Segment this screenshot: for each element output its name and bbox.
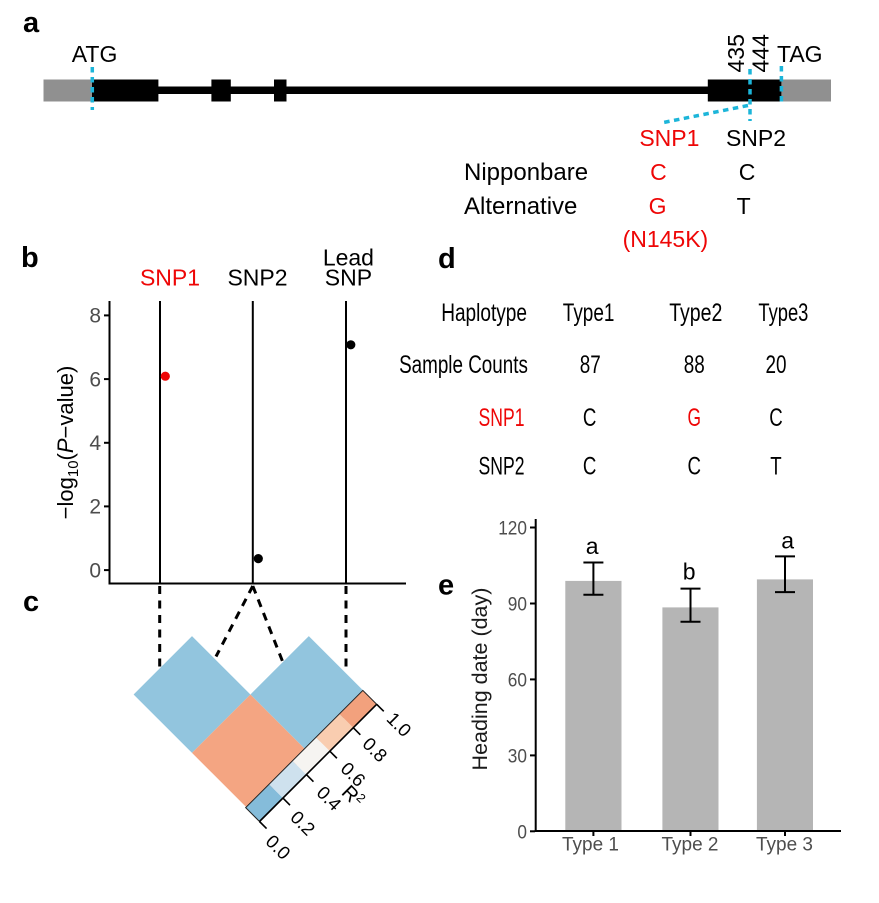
svg-text:a: a	[781, 528, 794, 554]
svg-text:b: b	[21, 242, 39, 274]
svg-text:444: 444	[748, 34, 774, 73]
svg-text:c: c	[23, 586, 39, 618]
svg-text:−log10(P−value): −log10(P−value)	[53, 366, 82, 520]
svg-text:87: 87	[580, 351, 601, 379]
svg-text:b: b	[683, 558, 696, 584]
svg-text:C: C	[769, 404, 783, 432]
svg-text:Lead: Lead	[323, 245, 374, 271]
svg-text:1.0: 1.0	[383, 708, 416, 741]
svg-text:e: e	[438, 570, 454, 602]
svg-text:C: C	[739, 159, 756, 185]
svg-text:60: 60	[508, 670, 527, 692]
svg-text:SNP1: SNP1	[140, 265, 200, 291]
svg-text:Type 3: Type 3	[756, 835, 813, 856]
svg-text:Type 2: Type 2	[662, 835, 719, 856]
svg-text:C: C	[650, 159, 667, 185]
svg-text:0.8: 0.8	[359, 733, 392, 766]
svg-text:G: G	[688, 404, 702, 432]
svg-text:T: T	[737, 193, 751, 219]
svg-text:Alternative: Alternative	[464, 193, 577, 220]
svg-text:a: a	[586, 533, 599, 559]
svg-text:Type2: Type2	[669, 299, 722, 327]
svg-text:0.2: 0.2	[286, 807, 319, 840]
svg-text:Type 1: Type 1	[562, 835, 619, 856]
svg-text:SNP2: SNP2	[726, 125, 786, 151]
svg-text:Heading date (day): Heading date (day)	[468, 588, 492, 771]
svg-text:435: 435	[723, 34, 749, 72]
svg-text:SNP1: SNP1	[639, 125, 699, 151]
svg-text:SNP2: SNP2	[479, 453, 525, 481]
svg-text:C: C	[583, 404, 597, 432]
svg-text:0.0: 0.0	[262, 831, 295, 864]
svg-text:T: T	[770, 453, 781, 481]
svg-text:Sample Counts: Sample Counts	[399, 351, 528, 379]
svg-text:8: 8	[89, 305, 101, 328]
svg-text:SNP1: SNP1	[479, 404, 525, 432]
svg-text:SNP: SNP	[325, 265, 372, 291]
svg-text:6: 6	[89, 368, 101, 391]
svg-text:R2: R2	[337, 781, 368, 812]
svg-text:90: 90	[508, 594, 527, 616]
svg-text:SNP2: SNP2	[227, 265, 287, 291]
svg-text:Haplotype: Haplotype	[441, 299, 527, 327]
svg-text:0: 0	[517, 821, 527, 843]
svg-text:30: 30	[508, 745, 527, 767]
svg-text:120: 120	[498, 518, 527, 540]
svg-text:Nipponbare: Nipponbare	[464, 159, 588, 186]
svg-text:G: G	[649, 193, 667, 219]
svg-text:a: a	[23, 7, 40, 39]
svg-text:(N145K): (N145K)	[623, 226, 709, 252]
svg-text:Type1: Type1	[563, 299, 615, 327]
svg-text:C: C	[688, 453, 702, 481]
svg-text:20: 20	[766, 351, 787, 379]
svg-text:d: d	[438, 243, 456, 275]
svg-text:TAG: TAG	[777, 41, 823, 67]
svg-text:Type3: Type3	[758, 299, 808, 327]
svg-text:ATG: ATG	[72, 41, 118, 67]
svg-text:4: 4	[89, 432, 101, 455]
svg-text:0: 0	[89, 559, 101, 582]
svg-text:C: C	[583, 453, 597, 481]
svg-text:2: 2	[89, 496, 101, 519]
svg-text:88: 88	[684, 351, 705, 379]
